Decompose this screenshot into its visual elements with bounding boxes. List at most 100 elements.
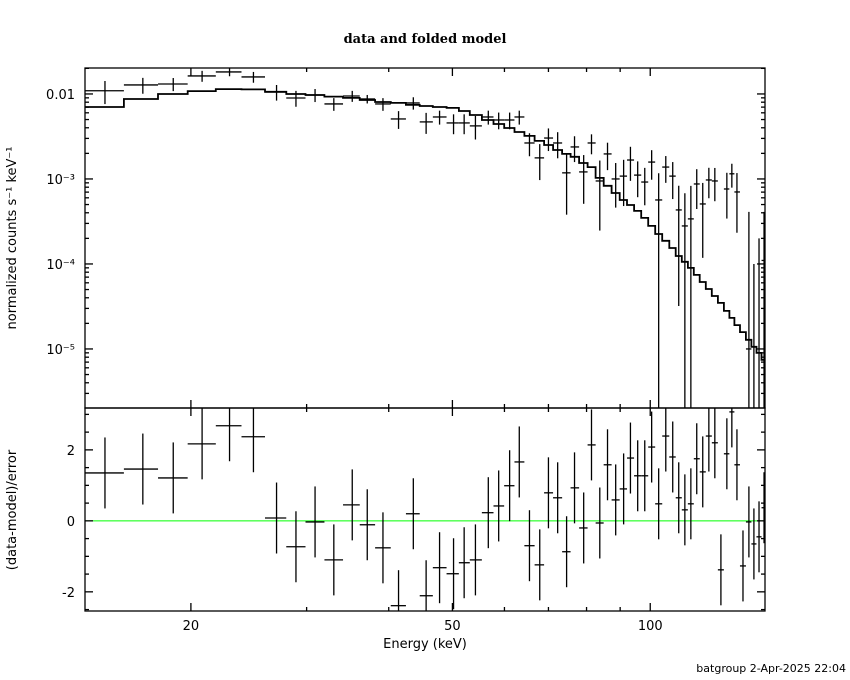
residual-point (458, 527, 470, 599)
residual-point (390, 570, 406, 611)
residual-point (587, 409, 596, 481)
residual-point (655, 468, 663, 540)
residual-point (286, 511, 306, 583)
residual-point (534, 529, 545, 601)
y-tick-label: 0 (67, 515, 75, 530)
data-point (324, 98, 344, 111)
data-point (619, 159, 628, 207)
data-point (405, 97, 420, 110)
data-point (562, 153, 571, 215)
x-tick-label: 50 (444, 619, 461, 634)
data-point (85, 81, 124, 105)
x-tick-label: 20 (183, 619, 200, 634)
data-point (458, 114, 470, 135)
data-point (687, 185, 694, 408)
x-tick-label: 100 (638, 619, 663, 634)
residual-point (375, 512, 391, 584)
data-point (215, 68, 242, 77)
data-point (675, 185, 682, 307)
residual-point (627, 422, 635, 494)
residual-point (723, 418, 730, 490)
residual-point (579, 492, 588, 564)
residual-point (611, 464, 620, 536)
data-point (241, 71, 265, 83)
y-tick-label: 10⁻⁵ (46, 343, 75, 358)
data-point (264, 84, 287, 101)
residual-point (524, 510, 535, 582)
data-point (611, 163, 620, 208)
spectrum-panel: 0.01 10⁻³ 10⁻⁴ 10⁻⁵ (46, 67, 766, 409)
residual-point (717, 534, 724, 606)
data-point (123, 77, 159, 94)
data-point (481, 110, 494, 125)
x-axis-label: Energy (keV) (383, 637, 467, 652)
residual-point (681, 474, 688, 546)
residual-point (761, 472, 765, 544)
data-point (634, 161, 642, 198)
residual-point (619, 453, 628, 525)
series-group (85, 68, 765, 408)
residual-point (734, 429, 740, 501)
data-point (761, 211, 765, 408)
data-point (570, 136, 580, 163)
residual-point (305, 486, 325, 558)
residual-point (419, 560, 433, 611)
data-point (595, 160, 604, 231)
residual-point (481, 477, 494, 549)
residual-point (745, 486, 752, 558)
y-tick-label: 2 (67, 444, 75, 459)
data-point (662, 156, 670, 183)
data-point (587, 134, 596, 155)
data-point (705, 167, 712, 199)
residual-point (699, 436, 706, 508)
residual-point (343, 469, 360, 541)
y-tick-label: -2 (62, 586, 75, 601)
data-point (699, 182, 706, 258)
residual-point (158, 442, 188, 514)
residual-point (669, 421, 676, 493)
residual-point (634, 440, 642, 512)
data-point (493, 112, 505, 130)
residual-point (359, 489, 376, 561)
data-point (343, 90, 360, 102)
plot-frame (84, 407, 766, 612)
data-point (641, 167, 649, 206)
data-point (603, 142, 612, 171)
y-tick-label: 10⁻³ (46, 173, 75, 188)
data-point (734, 173, 740, 233)
data-point (504, 112, 515, 130)
residual-point (553, 462, 563, 534)
data-point (745, 211, 752, 408)
residual-point (241, 408, 265, 473)
residual-point (562, 516, 571, 588)
residual-point (123, 433, 159, 505)
y-tick-label: 10⁻⁴ (46, 258, 75, 273)
data-point (648, 150, 656, 180)
residual-point (504, 450, 515, 522)
data-point (187, 70, 216, 82)
residual-point (648, 411, 656, 483)
residual-point (705, 408, 712, 472)
data-point (432, 110, 447, 125)
residual-point (493, 470, 505, 542)
chart-title: data and folded model (344, 32, 507, 47)
y-axis-label-spectrum: normalized counts s⁻¹ keV⁻¹ (5, 147, 20, 330)
y-tick-label: 0.01 (46, 88, 75, 103)
data-point (158, 78, 188, 92)
residual-point (187, 408, 216, 480)
residual-point (405, 478, 420, 550)
residual-point (662, 408, 670, 472)
residual-point (446, 538, 459, 610)
data-point (469, 115, 482, 140)
residual-point (756, 501, 762, 573)
data-point (669, 162, 676, 200)
residual-point (514, 426, 525, 498)
residual-point (264, 482, 287, 554)
data-point (514, 110, 525, 125)
residual-point (693, 423, 700, 495)
residual-point (595, 487, 604, 559)
residual-point (687, 468, 694, 540)
residual-point (469, 524, 482, 596)
data-point (711, 167, 718, 202)
